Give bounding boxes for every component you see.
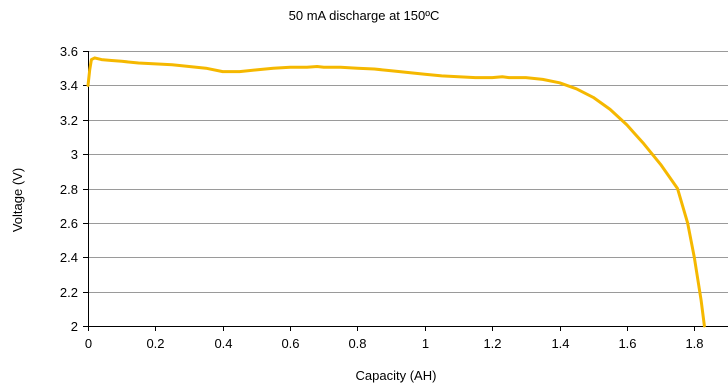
chart-title: 50 mA discharge at 150ºC [289,8,440,23]
y-tick-label: 3.4 [60,78,78,93]
x-tick-label: 0.8 [348,336,366,351]
x-tick-label: 1.8 [685,336,703,351]
y-tick-label: 3.2 [60,113,78,128]
x-tick-label: 0.2 [146,336,164,351]
axes [88,51,728,327]
x-tick-label: 0.4 [214,336,232,351]
x-tick-label: 1.2 [483,336,501,351]
x-tick-label: 1.6 [618,336,636,351]
series-line [86,56,706,328]
x-tick-label: 0.6 [281,336,299,351]
y-tick-label: 2.2 [60,285,78,300]
y-tick-label: 3 [71,147,78,162]
y-tick-label: 2.4 [60,250,78,265]
y-tick-label: 3.6 [60,44,78,59]
x-axis-ticks: 0 0.2 0.4 0.6 0.8 1 1.2 1.4 1.6 1.8 [85,326,704,351]
y-axis-label: Voltage (V) [10,168,25,232]
x-axis-label: Capacity (AH) [356,368,437,383]
y-tick-label: 2.6 [60,216,78,231]
x-tick-label: 0 [85,336,92,351]
series-layer [86,56,706,328]
y-tick-label: 2 [71,319,78,334]
y-tick-label: 2.8 [60,182,78,197]
grid-lines [88,51,728,293]
y-axis-ticks: 2 2.2 2.4 2.6 2.8 3 3.2 3.4 3.6 [60,44,88,334]
x-tick-label: 1.4 [551,336,569,351]
x-tick-label: 1 [422,336,429,351]
